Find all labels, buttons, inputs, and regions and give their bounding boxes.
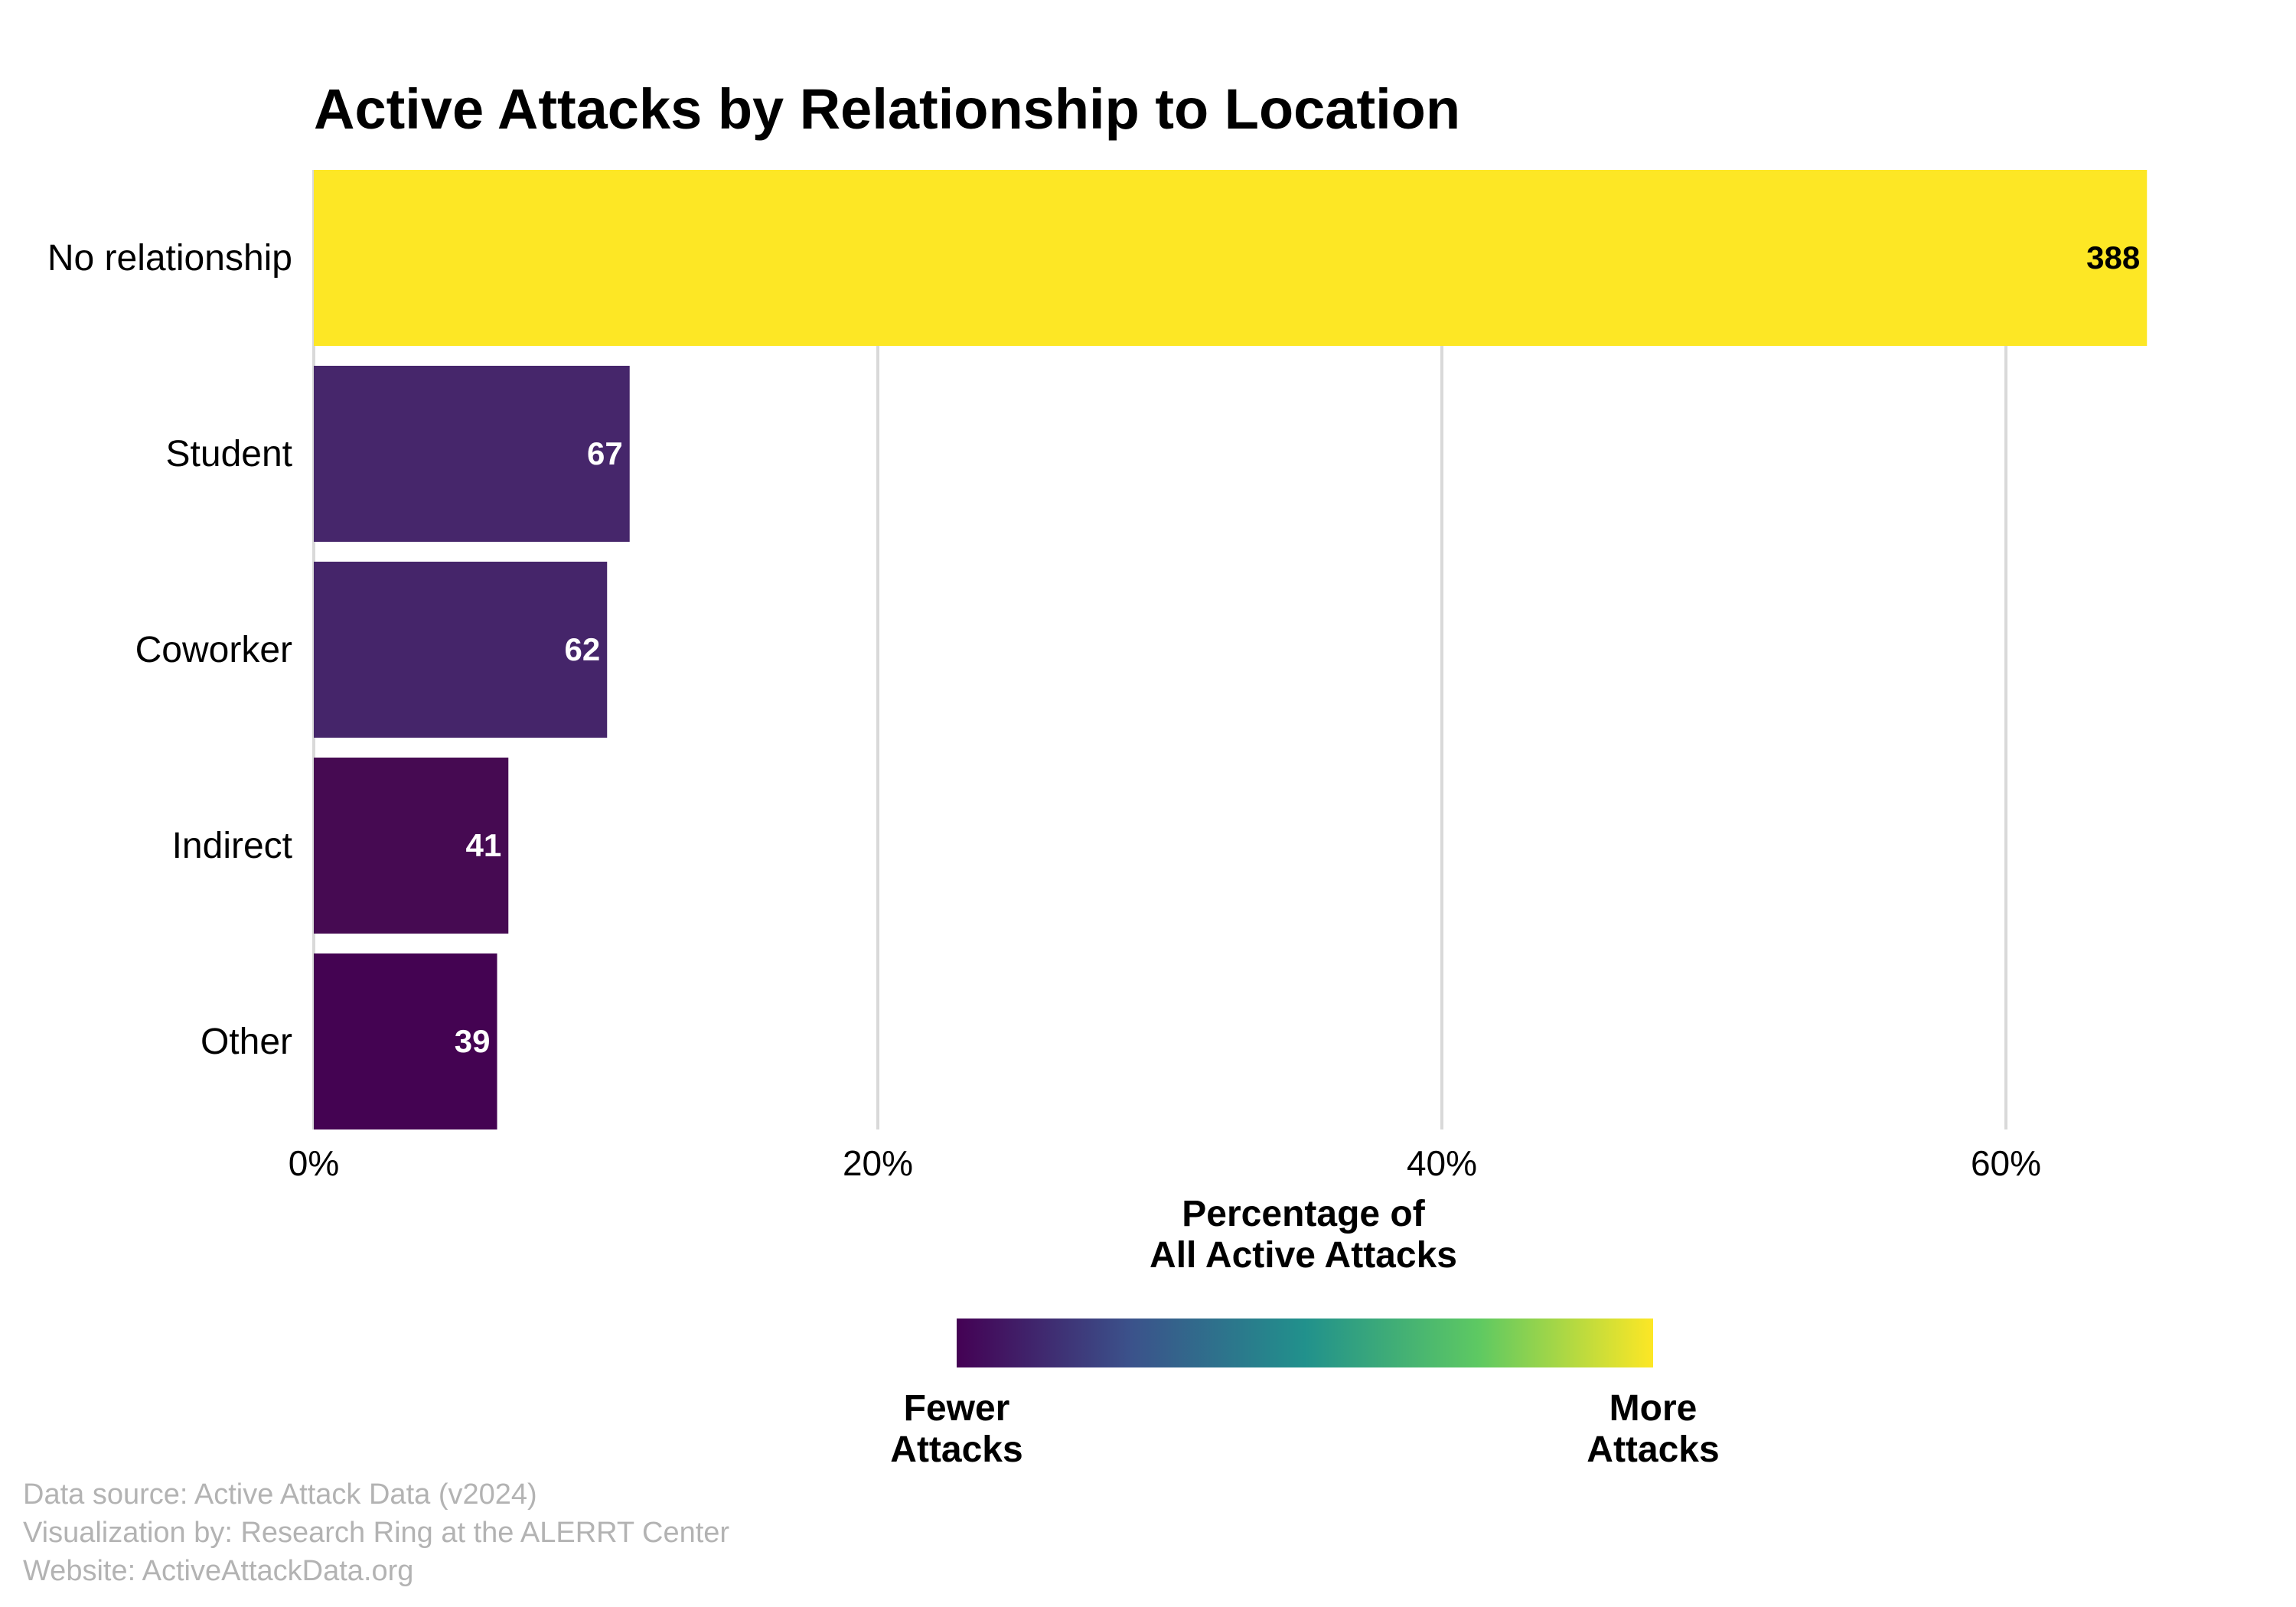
bar [314, 170, 2148, 346]
x-axis: 0% 20% 40% 60% No relationship Student Coworke… [47, 238, 2041, 1183]
data-source-credit: Data source: Active Attack Data (v2024) [23, 1478, 537, 1511]
data-label: 388 [2086, 240, 2140, 275]
data-label: 41 [466, 827, 502, 863]
category-label: Indirect [172, 826, 292, 866]
bar [314, 366, 630, 542]
legend-low-label: Attacks [890, 1429, 1022, 1470]
x-axis-title-line: All Active Attacks [1150, 1235, 1457, 1276]
chart-title: Active Attacks by Relationship to Locati… [314, 77, 1460, 141]
bars: 388 67 62 41 39 [314, 170, 2148, 1129]
legend-high-label: More [1609, 1388, 1698, 1429]
bar [314, 953, 497, 1129]
x-axis-title-line: Percentage of [1182, 1194, 1425, 1234]
category-label: Coworker [135, 630, 292, 670]
website-credit: Website: ActiveAttackData.org [23, 1555, 414, 1587]
credits: Data source: Active Attack Data (v2024) … [23, 1475, 729, 1590]
category-label: No relationship [47, 238, 292, 279]
bar [314, 562, 608, 738]
bar [314, 758, 509, 934]
legend-high-label: Attacks [1587, 1429, 1719, 1470]
data-label: 62 [565, 631, 601, 667]
x-tick-label: 20% [843, 1143, 913, 1183]
legend-low-label: Fewer [904, 1388, 1010, 1429]
x-tick-label: 40% [1407, 1143, 1477, 1183]
visualization-credit: Visualization by: Research Ring at the A… [23, 1517, 730, 1549]
x-tick-label: 60% [1971, 1143, 2041, 1183]
data-label: 39 [455, 1023, 491, 1059]
data-label: 67 [587, 435, 623, 471]
category-label: Other [201, 1022, 292, 1062]
colorbar [957, 1319, 1653, 1367]
x-tick-label: 0% [289, 1143, 339, 1183]
category-label: Student [166, 434, 292, 474]
